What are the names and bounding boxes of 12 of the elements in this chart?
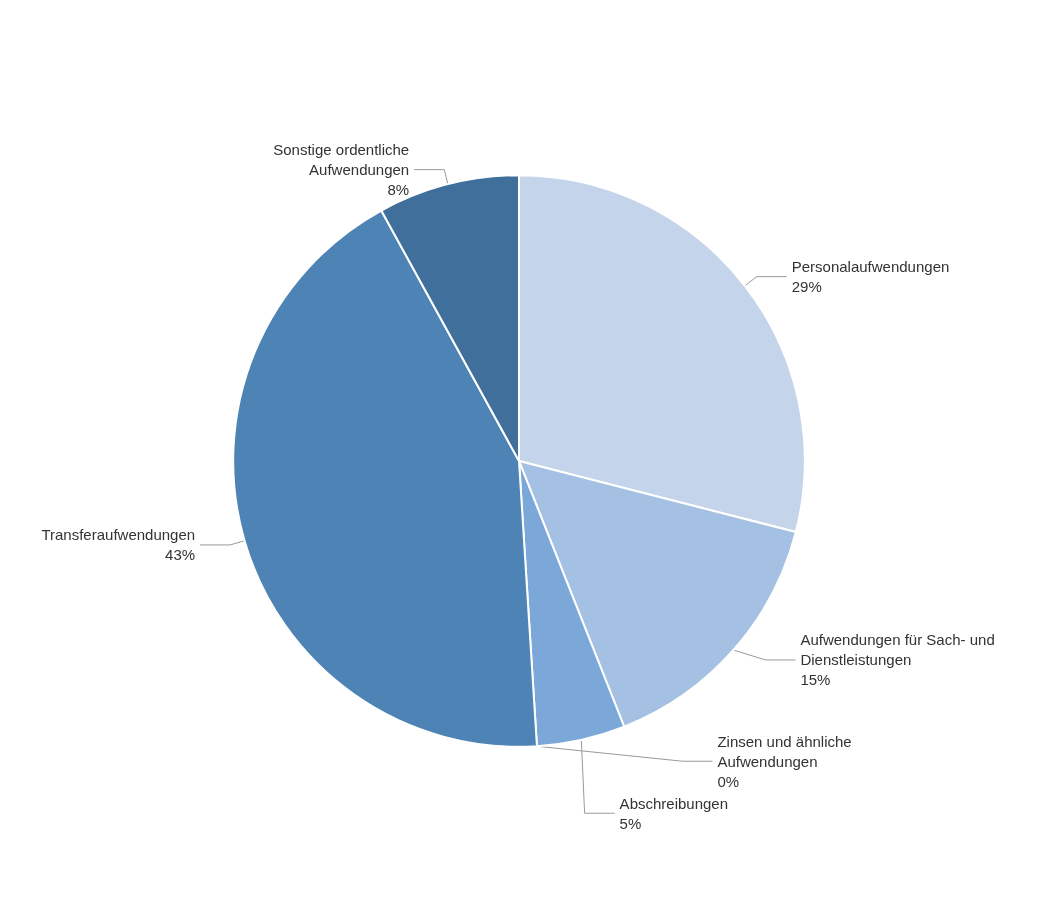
data-label: 43% xyxy=(165,546,196,564)
slice-label: Sonstige ordentliche Aufwendungen xyxy=(273,141,410,179)
category-label: Zinsen und ähnliche Aufwendungen xyxy=(717,732,852,770)
text: 0% xyxy=(717,772,740,790)
slice-label: Abschreibungen xyxy=(619,794,729,812)
data-label: 5% xyxy=(619,814,642,832)
data-label: 8% xyxy=(387,181,410,199)
slice-label: Aufwendungen für Sach- und Dienstleistungen xyxy=(800,631,995,669)
data-label: 29% xyxy=(791,278,822,296)
slice-label: Personalaufwendungen xyxy=(791,258,950,276)
slice-label: Transferaufwendungen xyxy=(41,526,196,544)
data-label: 15% xyxy=(800,671,831,689)
